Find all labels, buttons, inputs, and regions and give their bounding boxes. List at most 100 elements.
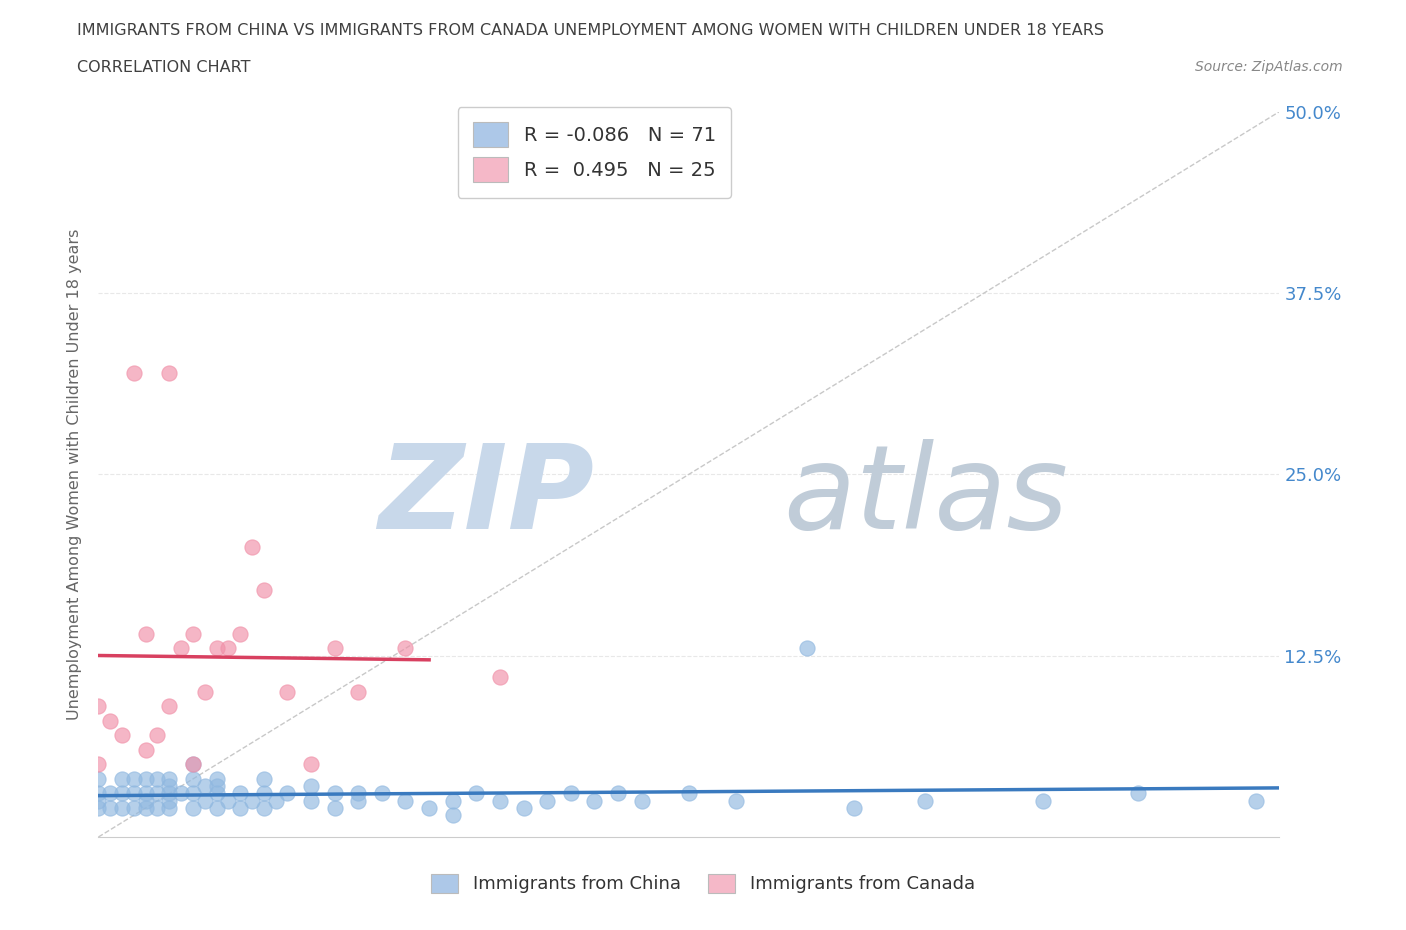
Point xyxy=(146,801,169,816)
Point xyxy=(264,793,287,808)
Point xyxy=(253,786,276,801)
Point xyxy=(394,641,416,656)
Point xyxy=(157,801,180,816)
Point xyxy=(323,801,346,816)
Point xyxy=(194,793,217,808)
Point xyxy=(560,786,582,801)
Point xyxy=(276,786,298,801)
Point xyxy=(253,801,276,816)
Legend: R = -0.086   N = 71, R =  0.495   N = 25: R = -0.086 N = 71, R = 0.495 N = 25 xyxy=(457,107,731,197)
Point xyxy=(253,583,276,598)
Point xyxy=(394,793,416,808)
Point xyxy=(347,786,370,801)
Point xyxy=(240,539,263,554)
Point xyxy=(157,699,180,714)
Point xyxy=(299,793,322,808)
Point xyxy=(512,801,534,816)
Point xyxy=(87,757,110,772)
Point xyxy=(217,793,239,808)
Point xyxy=(122,772,145,787)
Point xyxy=(205,801,228,816)
Point xyxy=(725,793,748,808)
Point xyxy=(1126,786,1149,801)
Point xyxy=(157,365,180,380)
Text: CORRELATION CHART: CORRELATION CHART xyxy=(77,60,250,75)
Text: ZIP: ZIP xyxy=(378,439,595,553)
Point xyxy=(299,778,322,793)
Point xyxy=(98,786,121,801)
Point xyxy=(465,786,488,801)
Point xyxy=(914,793,936,808)
Point xyxy=(87,786,110,801)
Y-axis label: Unemployment Among Women with Children Under 18 years: Unemployment Among Women with Children U… xyxy=(66,229,82,720)
Point xyxy=(181,772,204,787)
Point xyxy=(205,778,228,793)
Point xyxy=(146,728,169,743)
Text: IMMIGRANTS FROM CHINA VS IMMIGRANTS FROM CANADA UNEMPLOYMENT AMONG WOMEN WITH CH: IMMIGRANTS FROM CHINA VS IMMIGRANTS FROM… xyxy=(77,23,1104,38)
Point xyxy=(418,801,440,816)
Point xyxy=(583,793,606,808)
Point xyxy=(205,786,228,801)
Point xyxy=(194,684,217,699)
Point xyxy=(229,627,252,642)
Point xyxy=(135,786,157,801)
Point xyxy=(347,684,370,699)
Point xyxy=(253,772,276,787)
Point xyxy=(1032,793,1054,808)
Point xyxy=(87,699,110,714)
Point xyxy=(205,641,228,656)
Point xyxy=(441,793,464,808)
Point xyxy=(347,793,370,808)
Point xyxy=(135,801,157,816)
Point xyxy=(371,786,394,801)
Point xyxy=(157,772,180,787)
Point xyxy=(489,793,512,808)
Point xyxy=(276,684,298,699)
Point xyxy=(122,365,145,380)
Point xyxy=(205,772,228,787)
Point xyxy=(87,772,110,787)
Point xyxy=(323,786,346,801)
Point xyxy=(796,641,818,656)
Point xyxy=(240,793,263,808)
Point xyxy=(98,713,121,728)
Point xyxy=(181,786,204,801)
Point xyxy=(135,793,157,808)
Legend: Immigrants from China, Immigrants from Canada: Immigrants from China, Immigrants from C… xyxy=(422,865,984,902)
Point xyxy=(135,742,157,757)
Point xyxy=(1244,793,1267,808)
Point xyxy=(157,793,180,808)
Point xyxy=(111,728,134,743)
Point xyxy=(536,793,558,808)
Point xyxy=(194,778,217,793)
Point xyxy=(299,757,322,772)
Point xyxy=(678,786,700,801)
Point xyxy=(122,801,145,816)
Point xyxy=(111,786,134,801)
Point xyxy=(489,670,512,684)
Point xyxy=(181,627,204,642)
Point xyxy=(217,641,239,656)
Point xyxy=(122,786,145,801)
Point xyxy=(170,641,193,656)
Point xyxy=(157,778,180,793)
Point xyxy=(135,772,157,787)
Point xyxy=(844,801,866,816)
Point xyxy=(607,786,630,801)
Point xyxy=(87,793,110,808)
Point xyxy=(181,757,204,772)
Point xyxy=(135,627,157,642)
Point xyxy=(181,757,204,772)
Point xyxy=(111,801,134,816)
Point xyxy=(111,772,134,787)
Point xyxy=(157,786,180,801)
Point xyxy=(441,808,464,823)
Text: atlas: atlas xyxy=(783,439,1069,553)
Point xyxy=(146,786,169,801)
Text: Source: ZipAtlas.com: Source: ZipAtlas.com xyxy=(1195,60,1343,74)
Point xyxy=(98,801,121,816)
Point xyxy=(146,772,169,787)
Point xyxy=(181,801,204,816)
Point xyxy=(87,801,110,816)
Point xyxy=(229,801,252,816)
